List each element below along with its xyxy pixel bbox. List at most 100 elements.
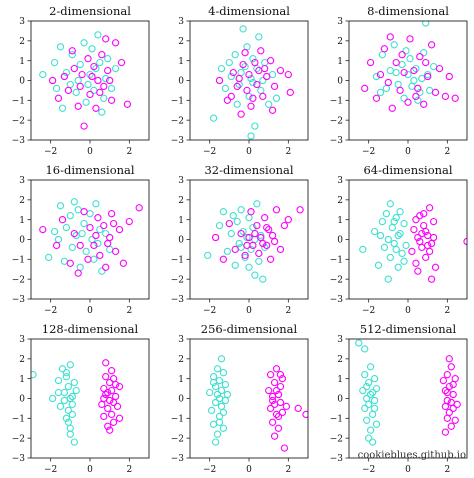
point-class-a [62,223,71,232]
point-class-a [223,247,232,256]
point-class-b [270,237,279,246]
point-class-b [388,104,396,112]
point-class-b [104,66,112,75]
point-class-a [416,88,424,97]
x-tick-label: −2 [44,147,57,157]
point-class-b [215,76,224,85]
point-class-b [115,382,124,391]
points-group [39,198,143,277]
point-class-b [268,418,277,426]
point-class-a [223,390,232,399]
y-tick-label: 2 [19,196,25,206]
point-class-a [239,25,247,33]
points-group [361,21,459,112]
x-tick-label: 2 [126,465,132,475]
x-tick-label: 2 [285,147,291,157]
axes-frame [189,338,309,459]
y-tick-label: 2 [337,196,343,206]
scatter-panel: 512-dimensional −2 0 2 −3 −2 −1 0 1 2 3 [330,322,468,475]
point-class-a [94,31,102,39]
scatter-panel: 2-dimensional −2 0 2 −3 −2 −1 0 1 2 3 [12,4,150,157]
y-tick-label: −2 [12,275,25,285]
point-class-a [56,402,65,411]
point-class-a [207,406,216,415]
point-class-a [420,49,428,57]
point-class-b [106,378,114,387]
point-class-a [261,58,269,67]
point-class-a [231,51,239,59]
point-class-a [86,70,94,79]
point-class-a [247,132,255,140]
point-class-b [282,402,291,411]
point-class-a [102,74,110,83]
panel-title: 2-dimensional [49,4,131,18]
point-class-a [370,375,379,383]
point-class-a [363,394,371,403]
point-class-b [94,76,102,85]
point-class-b [96,251,104,260]
point-class-a [54,235,63,244]
y-tick-label: −1 [12,415,25,425]
point-class-a [206,388,214,397]
point-class-b [451,375,459,383]
point-class-b [76,241,84,250]
panel-title: 32-dimensional [204,163,293,177]
point-class-b [107,410,116,419]
x-tick-label: −2 [203,147,216,157]
y-tick-label: 0 [19,395,25,405]
point-class-a [355,339,363,347]
point-class-a [237,206,245,214]
point-class-a [221,380,230,389]
points-group [39,31,132,130]
point-class-a [235,239,243,248]
point-class-a [384,235,392,244]
point-class-b [104,422,112,430]
x-tick-label: 2 [444,306,450,316]
point-class-b [414,233,422,242]
point-class-b [48,76,57,85]
point-class-a [414,96,422,104]
point-class-b [422,58,430,67]
point-class-a [56,202,65,210]
point-class-b [366,58,375,67]
y-tick-label: 1 [178,375,184,385]
point-class-b [416,237,424,246]
point-class-b [109,398,118,407]
point-class-a [76,60,84,69]
point-class-b [392,58,400,67]
point-class-a [361,345,369,353]
point-class-b [54,94,63,102]
point-class-b [418,243,426,252]
y-tick-label: −1 [12,97,25,107]
point-class-a [363,416,371,424]
point-class-b [398,51,406,59]
scatter-panel: 4-dimensional −2 0 2 −3 −2 −1 0 1 2 3 [171,4,309,157]
point-class-a [58,365,67,373]
point-class-a [392,245,400,254]
point-class-a [386,253,394,262]
point-class-b [98,400,106,409]
point-class-a [211,398,220,407]
point-class-b [422,253,430,262]
point-class-b [427,275,436,283]
point-class-b [88,72,96,81]
x-tick-label: 2 [126,306,132,316]
point-class-b [211,233,220,242]
point-class-b [106,233,114,242]
point-class-b [100,394,108,403]
panel-title: 256-dimensional [201,322,298,336]
point-class-a [272,94,281,102]
point-class-b [107,367,116,375]
point-class-a [92,200,100,208]
x-tick-label: 0 [246,306,252,316]
point-class-b [425,247,434,256]
point-class-a [98,267,106,275]
point-class-a [268,70,277,79]
point-class-b [100,384,108,393]
point-class-a [70,378,78,387]
point-class-a [412,64,420,73]
panel-title: 64-dimensional [363,163,452,177]
point-class-a [107,84,116,93]
points-group [31,359,124,446]
point-class-b [266,255,275,263]
